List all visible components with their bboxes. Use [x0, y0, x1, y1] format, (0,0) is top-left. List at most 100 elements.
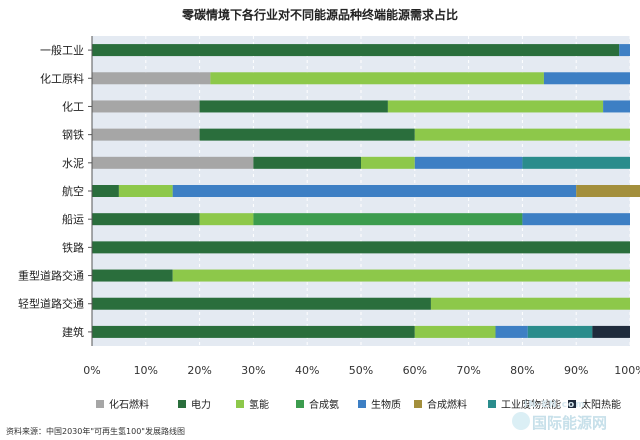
- legend-item: 工业废物热能: [488, 398, 561, 411]
- legend-item: 合成氨: [296, 398, 339, 411]
- bar-segment: [92, 241, 630, 254]
- legend-swatch: [296, 400, 304, 408]
- legend-label: 合成燃料: [427, 398, 467, 411]
- bar-segment: [210, 72, 544, 85]
- legend-item: 氢能: [236, 398, 269, 411]
- bar-segment: [172, 185, 577, 197]
- x-tick-label: 10%: [134, 364, 158, 377]
- bar-segment: [253, 156, 361, 169]
- bar-segment: [522, 213, 630, 226]
- x-tick-labels: 0% 10% 20% 30% 40% 50% 60% 70% 80% 90% 100%: [83, 364, 640, 377]
- watermark-domain: IN-EN.com: [524, 400, 586, 410]
- bar-row: [92, 128, 630, 141]
- bar-segment: [361, 156, 415, 169]
- legend-label: 太阳热能: [581, 398, 621, 411]
- bar-segment: [199, 100, 388, 113]
- legend-swatch: [178, 400, 186, 408]
- bars: [92, 44, 640, 338]
- bar-segment: [576, 185, 640, 197]
- source-note: 资料来源：中国2030年"可再生氢100"发展路线图: [6, 427, 185, 436]
- bar-segment: [92, 213, 200, 226]
- bar-segment: [92, 44, 620, 57]
- bar-row: [92, 185, 640, 197]
- bar-row: [92, 269, 630, 282]
- legend-item: 太阳热能: [568, 398, 621, 411]
- category-label: 重型道路交通: [18, 269, 84, 283]
- category-label: 一般工业: [40, 44, 84, 57]
- bar-row: [92, 297, 630, 310]
- x-tick-label: 50%: [349, 364, 373, 377]
- category-label: 船运: [62, 212, 84, 226]
- bar-segment: [543, 72, 630, 85]
- bar-segment: [527, 325, 593, 338]
- category-label: 化工: [62, 99, 84, 113]
- legend-item: 合成燃料: [414, 398, 467, 411]
- x-tick-label: 40%: [295, 364, 319, 377]
- bar-segment: [522, 156, 630, 169]
- bar-segment: [414, 128, 630, 141]
- grid-lines: [145, 36, 631, 346]
- bar-segment: [592, 325, 630, 338]
- bar-segment: [199, 128, 415, 141]
- x-tick-label: 30%: [241, 364, 265, 377]
- legend-label: 化石燃料: [109, 398, 149, 411]
- category-label: 轻型道路交通: [18, 297, 84, 311]
- bar-segment: [495, 325, 528, 338]
- legend-item: 电力: [178, 398, 211, 411]
- category-label: 钢铁: [62, 129, 84, 142]
- bar-row: [92, 156, 630, 169]
- legend-item: 生物质: [358, 398, 401, 411]
- legend-label: 合成氨: [309, 398, 339, 411]
- x-tick-label: 0%: [83, 364, 100, 377]
- bar-row: [92, 325, 630, 338]
- legend-swatch: [358, 400, 366, 408]
- bar-segment: [118, 185, 173, 197]
- bar-segment: [387, 100, 604, 113]
- category-label: 航空: [62, 184, 84, 198]
- bar-segment: [92, 269, 173, 282]
- legend-swatch: [488, 400, 496, 408]
- bar-segment: [414, 156, 523, 169]
- legend-swatch: [96, 400, 104, 408]
- legend-swatch: [236, 400, 244, 408]
- bar-row: [92, 213, 630, 226]
- legend-swatch: [568, 400, 576, 408]
- legend-item: 化石燃料: [96, 398, 149, 411]
- bar-row: [92, 72, 630, 85]
- x-tick-label: 60%: [403, 364, 427, 377]
- bar-segment: [172, 269, 630, 282]
- legend-label: 工业废物热能: [501, 398, 561, 411]
- legend-label: 生物质: [371, 398, 401, 411]
- bar-segment: [414, 325, 496, 338]
- bar-segment: [253, 213, 523, 226]
- bar-segment: [92, 128, 200, 141]
- bar-segment: [199, 213, 254, 226]
- bar-row: [92, 44, 630, 57]
- bar-row: [92, 241, 630, 254]
- x-tick-label: 100%: [614, 364, 640, 377]
- legend-swatch: [414, 400, 422, 408]
- chart-title: 零碳情境下各行业对不同能源品种终端能源需求占比: [181, 8, 458, 22]
- legend: 化石燃料 电力 氢能 合成氨 生物质 合成燃料 工业废物热能 太阳热能: [96, 398, 621, 411]
- category-label: 水泥: [62, 157, 84, 170]
- bar-segment: [92, 72, 211, 85]
- category-label: 化工原料: [40, 71, 84, 85]
- bar-segment: [92, 156, 254, 169]
- bar-segment: [92, 297, 431, 310]
- legend-label: 电力: [191, 398, 211, 411]
- watermark-logo: IN-EN.com 国际能源网: [512, 400, 636, 436]
- category-label: 建筑: [62, 325, 84, 339]
- x-tick-label: 80%: [510, 364, 534, 377]
- bar-segment: [92, 100, 200, 113]
- category-label: 铁路: [62, 241, 84, 254]
- bar-segment: [92, 325, 415, 338]
- legend-label: 氢能: [249, 398, 269, 411]
- bar-segment: [603, 100, 630, 113]
- bar-segment: [92, 185, 119, 197]
- watermark-mark-icon: [512, 412, 530, 430]
- x-tick-label: 20%: [187, 364, 211, 377]
- bar-row: [92, 100, 630, 113]
- bar-segment: [619, 44, 630, 57]
